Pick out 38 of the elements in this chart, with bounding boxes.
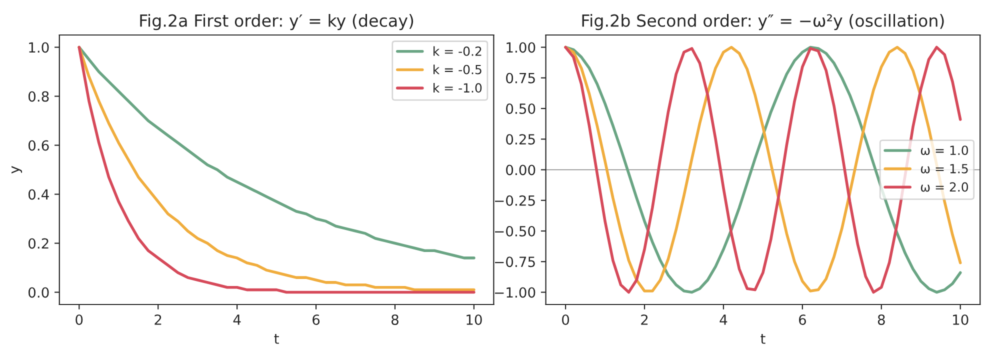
x-tick-label: 8 bbox=[878, 314, 885, 325]
y-tick-label: 1.00 bbox=[506, 42, 536, 53]
x-tick-label: 8 bbox=[392, 314, 398, 325]
y-tick-label: 0.25 bbox=[506, 134, 535, 145]
legend-label: ω = 1.0 bbox=[920, 146, 968, 156]
x-tick-label: 10 bbox=[466, 314, 482, 325]
x-tick-label: 6 bbox=[798, 314, 806, 325]
legend-label: k = -1.0 bbox=[434, 82, 482, 93]
legend-label: k = -0.2 bbox=[434, 46, 482, 56]
y-tick-label: 0.6 bbox=[28, 140, 49, 151]
x-tick-label: 6 bbox=[312, 314, 320, 325]
y-tick-label: −1.00 bbox=[494, 287, 536, 298]
x-tick-label: 2 bbox=[154, 314, 162, 325]
y-tick-label: 0.0 bbox=[28, 287, 49, 298]
y-tick-label: 0.50 bbox=[506, 103, 536, 114]
y-tick-label: 0.00 bbox=[506, 164, 536, 176]
x-tick-label: 4 bbox=[720, 314, 728, 325]
y-tick-label: 0.4 bbox=[28, 189, 49, 200]
x-tick-label: 4 bbox=[233, 314, 241, 325]
legend-label: k = -0.5 bbox=[434, 64, 482, 74]
x-axis-title: t bbox=[760, 334, 766, 344]
legend-label: ω = 2.0 bbox=[920, 182, 968, 192]
chart-title: Fig.2b Second order: y″ = −ω²y (oscillation) bbox=[582, 14, 944, 30]
legend-label: ω = 1.5 bbox=[920, 164, 968, 174]
x-axis-title: t bbox=[274, 334, 279, 344]
x-tick-label: 0 bbox=[76, 314, 83, 325]
chart-title: Fig.2a First order: y′ = ky (decay) bbox=[140, 14, 414, 30]
y-tick-label: 1.0 bbox=[29, 42, 49, 53]
y-tick-label: −0.50 bbox=[494, 226, 536, 236]
x-tick-label: 0 bbox=[562, 314, 570, 325]
y-tick-label: −0.75 bbox=[494, 256, 535, 268]
x-tick-label: 2 bbox=[641, 314, 648, 325]
x-tick-label: 10 bbox=[953, 314, 968, 325]
y-tick-label: 0.2 bbox=[28, 238, 48, 249]
y-axis-title: y bbox=[12, 166, 22, 174]
y-tick-label: 0.8 bbox=[28, 91, 49, 102]
y-tick-label: −0.25 bbox=[494, 195, 535, 206]
y-tick-label: 0.75 bbox=[506, 72, 535, 84]
